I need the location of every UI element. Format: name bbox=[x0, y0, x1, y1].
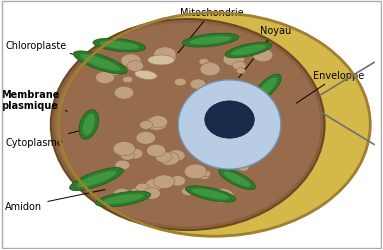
Ellipse shape bbox=[236, 68, 246, 74]
Ellipse shape bbox=[201, 170, 211, 177]
Ellipse shape bbox=[77, 171, 116, 188]
Ellipse shape bbox=[121, 55, 141, 68]
Ellipse shape bbox=[167, 150, 185, 162]
Text: Amidon: Amidon bbox=[5, 190, 105, 212]
Text: Mitochondrie: Mitochondrie bbox=[178, 8, 244, 54]
Ellipse shape bbox=[170, 176, 186, 186]
Ellipse shape bbox=[83, 114, 95, 136]
Ellipse shape bbox=[187, 133, 196, 139]
Ellipse shape bbox=[102, 194, 144, 204]
Ellipse shape bbox=[221, 82, 231, 88]
Ellipse shape bbox=[113, 189, 131, 200]
Ellipse shape bbox=[231, 46, 266, 56]
Ellipse shape bbox=[155, 152, 172, 163]
Ellipse shape bbox=[113, 142, 135, 156]
Ellipse shape bbox=[203, 147, 213, 153]
Ellipse shape bbox=[79, 110, 99, 140]
Ellipse shape bbox=[127, 62, 144, 72]
Ellipse shape bbox=[223, 53, 244, 67]
Ellipse shape bbox=[190, 80, 206, 90]
Ellipse shape bbox=[198, 172, 210, 180]
Ellipse shape bbox=[192, 189, 229, 200]
Ellipse shape bbox=[203, 62, 219, 73]
Ellipse shape bbox=[146, 179, 164, 191]
Ellipse shape bbox=[184, 164, 207, 179]
Ellipse shape bbox=[148, 56, 174, 66]
Ellipse shape bbox=[105, 65, 123, 76]
Ellipse shape bbox=[147, 145, 165, 157]
Ellipse shape bbox=[219, 169, 255, 190]
Ellipse shape bbox=[174, 79, 186, 86]
Ellipse shape bbox=[199, 59, 209, 66]
Ellipse shape bbox=[205, 102, 254, 138]
Ellipse shape bbox=[100, 42, 139, 50]
Ellipse shape bbox=[74, 52, 127, 75]
Ellipse shape bbox=[95, 191, 151, 207]
Text: Enveloppe: Enveloppe bbox=[296, 70, 364, 104]
Ellipse shape bbox=[115, 160, 130, 170]
Ellipse shape bbox=[136, 184, 149, 192]
Ellipse shape bbox=[96, 72, 115, 84]
Ellipse shape bbox=[253, 49, 273, 62]
Ellipse shape bbox=[232, 62, 246, 71]
Ellipse shape bbox=[185, 108, 195, 114]
Text: Membrane
plasmique: Membrane plasmique bbox=[2, 90, 67, 112]
Ellipse shape bbox=[143, 188, 160, 200]
Ellipse shape bbox=[135, 71, 157, 80]
Ellipse shape bbox=[225, 43, 272, 59]
Ellipse shape bbox=[182, 187, 195, 196]
Ellipse shape bbox=[51, 20, 324, 230]
Ellipse shape bbox=[103, 60, 116, 68]
Ellipse shape bbox=[130, 188, 144, 197]
Ellipse shape bbox=[80, 55, 120, 72]
Ellipse shape bbox=[136, 132, 155, 144]
Ellipse shape bbox=[139, 121, 153, 130]
Ellipse shape bbox=[55, 24, 321, 226]
Ellipse shape bbox=[146, 117, 167, 131]
Ellipse shape bbox=[159, 152, 179, 166]
Ellipse shape bbox=[185, 186, 236, 202]
Ellipse shape bbox=[126, 149, 143, 159]
Ellipse shape bbox=[114, 87, 134, 100]
Text: Chloroplaste: Chloroplaste bbox=[5, 41, 94, 60]
Ellipse shape bbox=[178, 80, 281, 170]
Ellipse shape bbox=[258, 78, 277, 98]
Ellipse shape bbox=[120, 151, 134, 160]
Text: Noyau: Noyau bbox=[239, 26, 291, 78]
Ellipse shape bbox=[154, 175, 175, 189]
Ellipse shape bbox=[93, 39, 146, 53]
Ellipse shape bbox=[182, 34, 239, 48]
Ellipse shape bbox=[254, 75, 281, 101]
Ellipse shape bbox=[154, 48, 176, 62]
Ellipse shape bbox=[59, 14, 370, 236]
Ellipse shape bbox=[211, 189, 234, 204]
Ellipse shape bbox=[237, 164, 249, 172]
Ellipse shape bbox=[70, 168, 123, 191]
Ellipse shape bbox=[157, 52, 176, 64]
Ellipse shape bbox=[207, 148, 223, 158]
Ellipse shape bbox=[224, 172, 250, 187]
Ellipse shape bbox=[183, 133, 196, 141]
Ellipse shape bbox=[263, 81, 275, 88]
Ellipse shape bbox=[123, 77, 133, 84]
Ellipse shape bbox=[200, 63, 220, 76]
Text: Cytoplasme: Cytoplasme bbox=[5, 130, 82, 147]
Ellipse shape bbox=[190, 36, 232, 45]
Ellipse shape bbox=[149, 116, 167, 128]
